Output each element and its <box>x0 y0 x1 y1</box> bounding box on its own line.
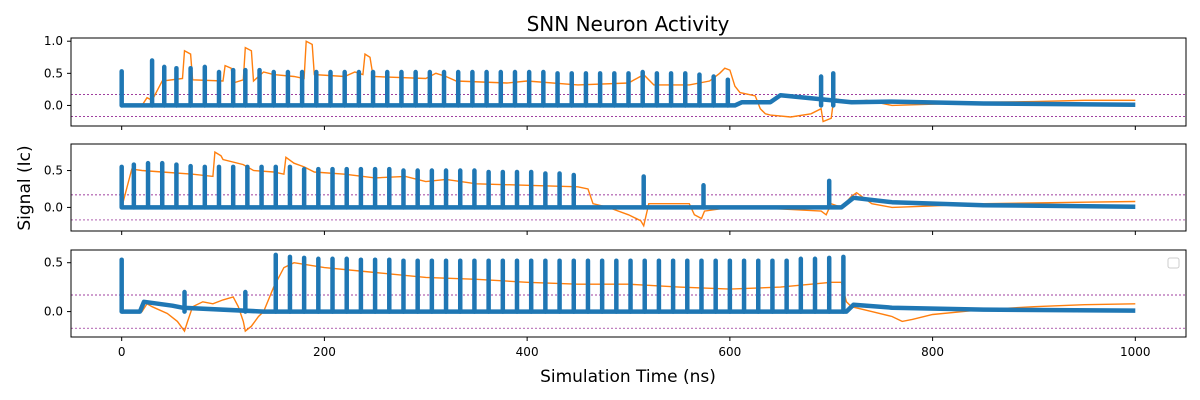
membrane-series <box>121 261 1136 333</box>
spike-baseline <box>121 92 1136 108</box>
panel-plot-area <box>71 150 1186 228</box>
membrane-series <box>121 150 1136 228</box>
y-tick-label: 0.5 <box>44 256 63 270</box>
panel-frame <box>70 37 1187 127</box>
chart-title: SNN Neuron Activity <box>527 12 730 36</box>
y-axis-label: Signal (Ic) <box>15 145 35 230</box>
spike-baseline <box>121 195 1136 210</box>
membrane-series <box>121 40 1136 123</box>
x-tick-label: 0 <box>118 345 126 359</box>
x-axis-label: Simulation Time (ns) <box>540 367 716 387</box>
legend-box <box>1167 257 1180 269</box>
y-tick-label: 1.0 <box>44 34 63 48</box>
x-tick-label: 200 <box>313 345 336 359</box>
panel-plot-area <box>71 252 1186 333</box>
panel-2: 0.0 0.5 <box>44 143 1187 235</box>
panel-3: 0.0 0.5 0 200 400 600 800 1000 <box>44 249 1187 359</box>
x-tick-label: 1000 <box>1120 345 1151 359</box>
spike-baseline <box>121 299 1136 314</box>
y-tick-label: 0.0 <box>44 200 63 214</box>
x-tick-label: 600 <box>718 345 741 359</box>
y-tick-label: 0.5 <box>44 164 63 178</box>
y-tick-label: 0.5 <box>44 66 63 80</box>
x-tick-label: 400 <box>516 345 539 359</box>
x-tick-label: 800 <box>921 345 944 359</box>
panel-1: 0.0 0.5 1.0 <box>44 34 1187 130</box>
panel-frame <box>70 249 1187 338</box>
y-tick-label: 0.0 <box>44 305 63 319</box>
panel-frame <box>70 143 1187 232</box>
y-tick-label: 0.0 <box>44 98 63 112</box>
panels: 0.0 0.5 1.0 0.0 0.5 0.0 0.5 0 200 400 600 800 1000 <box>44 34 1187 359</box>
panel-plot-area <box>71 40 1186 123</box>
